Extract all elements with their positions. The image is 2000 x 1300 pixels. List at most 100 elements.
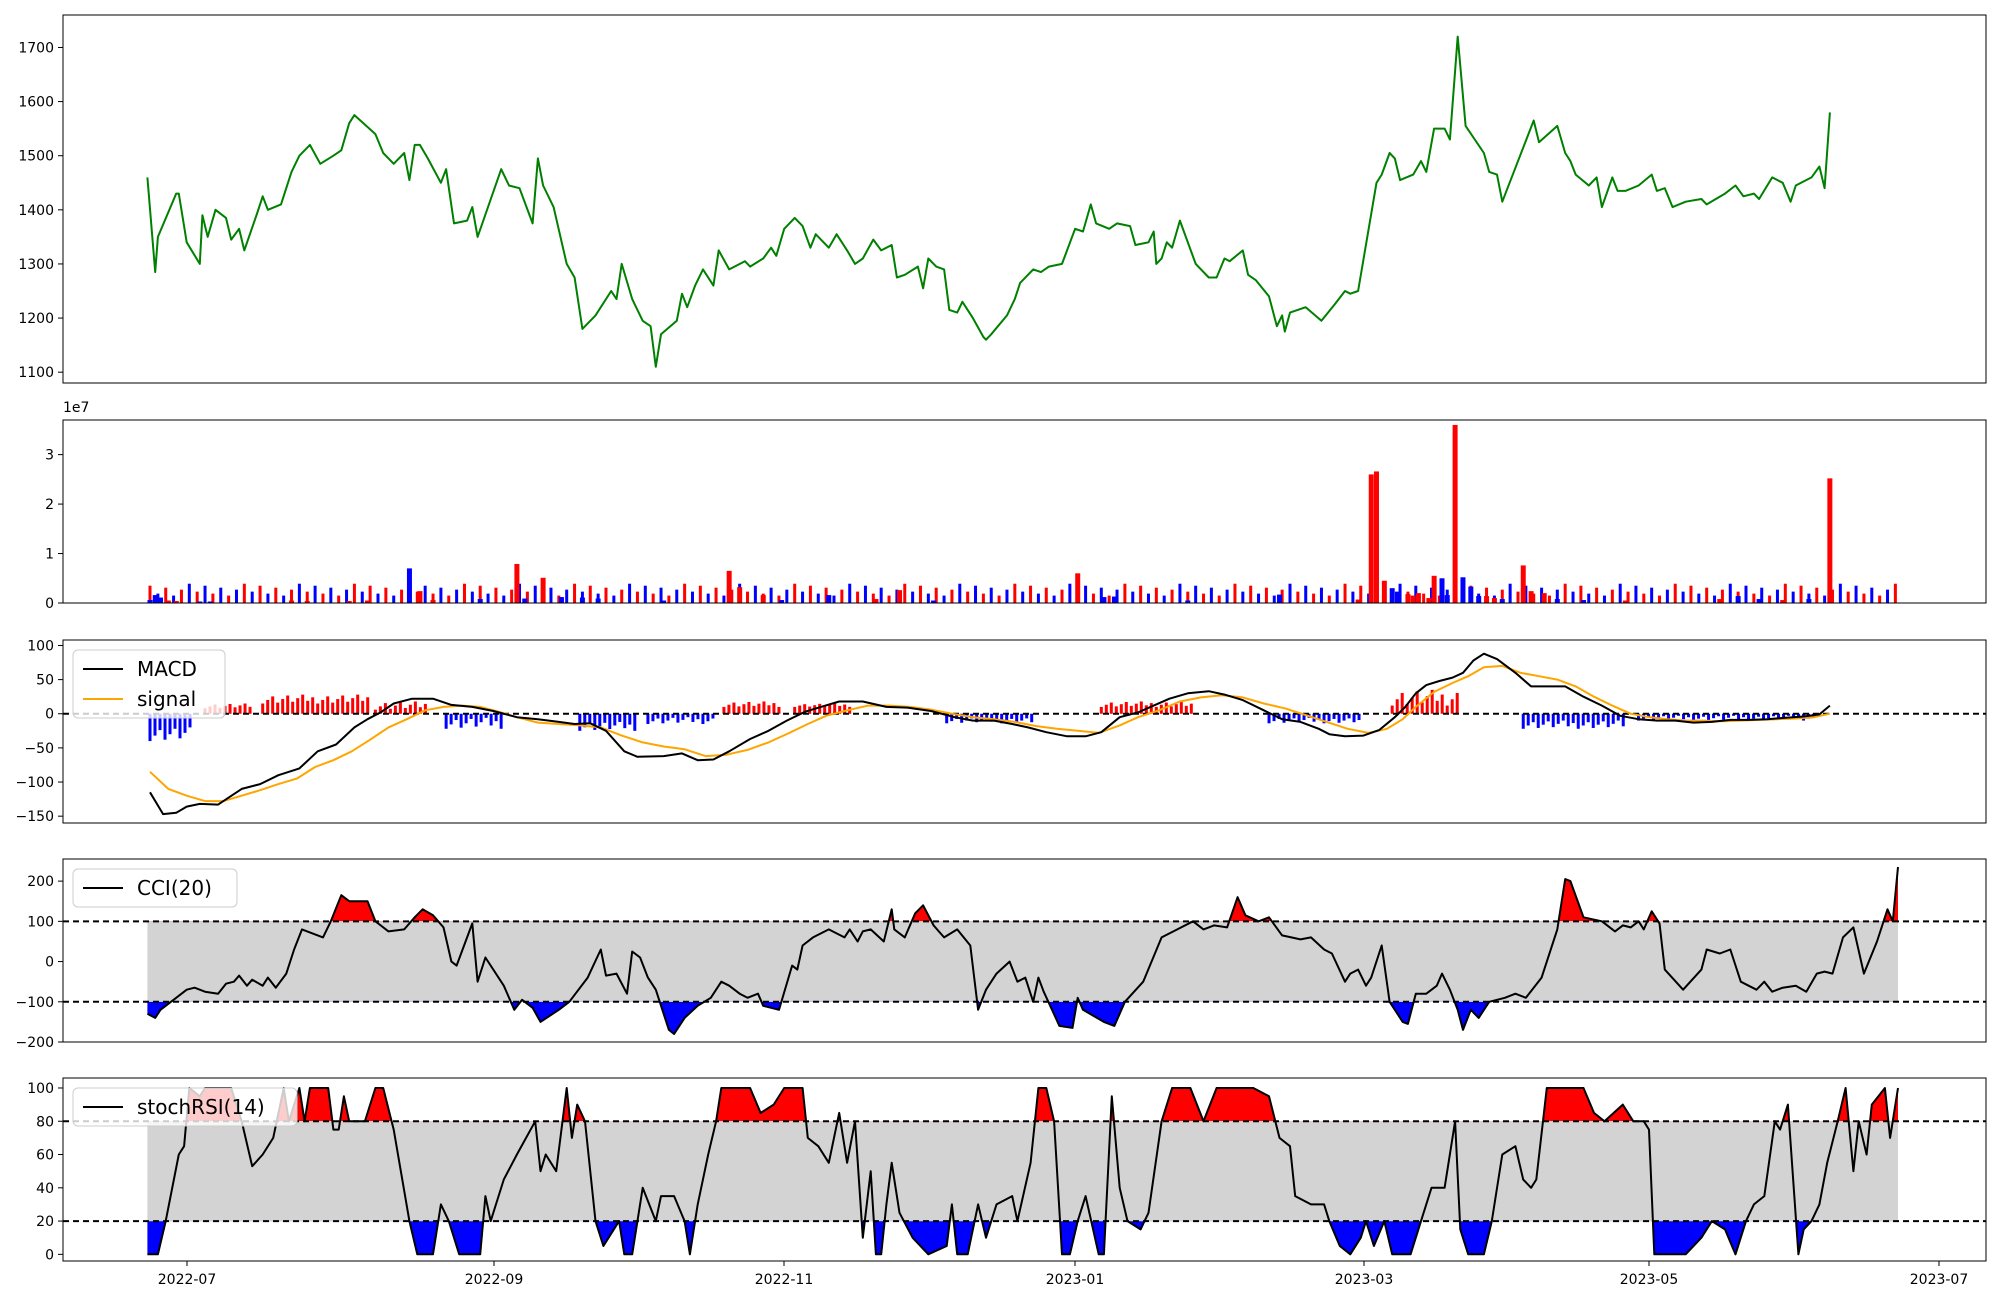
stochrsi-ytick-label: 0 xyxy=(45,1247,54,1263)
macd-histogram-bar xyxy=(701,713,705,724)
volume-bar xyxy=(360,591,364,603)
macd-histogram-bar xyxy=(1621,713,1625,727)
macd-histogram-bar xyxy=(248,706,252,714)
macd-histogram-bar xyxy=(1455,692,1459,714)
macd-histogram-bar xyxy=(762,701,766,714)
macd-histogram-bar xyxy=(393,705,397,714)
macd-histogram-bar xyxy=(656,713,660,719)
volume-bar xyxy=(1485,587,1489,603)
volume-bar xyxy=(596,593,600,603)
macd-histogram-bar xyxy=(286,695,290,714)
xtick-label: 2022-11 xyxy=(755,1272,814,1288)
volume-bar xyxy=(863,585,867,603)
macd-histogram-bar xyxy=(418,707,422,714)
volume-bar xyxy=(1452,424,1458,603)
macd-histogram-bar xyxy=(474,713,478,727)
volume-ytick-label: 2 xyxy=(45,497,54,513)
volume-bar xyxy=(1304,585,1308,603)
volume-bar xyxy=(793,583,797,603)
volume-bar xyxy=(1540,587,1544,603)
volume-bar xyxy=(997,595,1001,603)
volume-bar xyxy=(887,595,891,603)
volume-bar xyxy=(1013,583,1017,603)
stochrsi-ytick-label: 20 xyxy=(36,1214,54,1230)
price-ytick-label: 1600 xyxy=(18,95,54,111)
stochrsi-band xyxy=(147,1121,1899,1222)
volume-frame xyxy=(62,419,1987,604)
cci-ytick-label: −100 xyxy=(16,995,54,1011)
macd-histogram-bar xyxy=(1767,713,1771,719)
volume-bar xyxy=(1186,591,1190,603)
macd-histogram-bar xyxy=(378,706,382,714)
volume-bar xyxy=(579,597,585,603)
volume-bar xyxy=(1060,589,1064,603)
macd-histogram-bar xyxy=(388,708,392,714)
volume-bar xyxy=(510,589,514,603)
volume-bar xyxy=(1658,595,1662,603)
volume-bar xyxy=(871,593,875,603)
volume-bar xyxy=(1735,596,1741,603)
macd-histogram-bar xyxy=(464,713,468,724)
volume-bar xyxy=(250,591,254,603)
volume-bar xyxy=(207,601,213,603)
volume-bar xyxy=(934,587,938,603)
macd-histogram-bar xyxy=(772,703,776,714)
volume-bar xyxy=(974,585,978,603)
stochrsi-frame xyxy=(62,1077,1987,1262)
macd-panel: −150 −100 −50 0 50 100 MACD signal xyxy=(16,638,1987,825)
volume-bar xyxy=(1154,587,1158,603)
macd-histogram-bar xyxy=(1722,713,1726,720)
volume-bar xyxy=(1139,585,1143,603)
volume-bar xyxy=(1697,593,1701,603)
macd-histogram-bar xyxy=(598,713,602,727)
volume-bar xyxy=(234,589,238,603)
volume-bar xyxy=(1029,585,1033,603)
macd-histogram-bar xyxy=(1390,705,1394,714)
volume-bar xyxy=(1257,593,1261,603)
macd-histogram-bar xyxy=(742,704,746,714)
volume-bar xyxy=(753,585,757,603)
macd-histogram-bar xyxy=(373,709,377,714)
macd-histogram-bar xyxy=(583,713,587,728)
volume-bar xyxy=(746,591,750,603)
macd-histogram-bar xyxy=(1337,713,1341,723)
volume-bar xyxy=(1713,595,1717,603)
volume-bar xyxy=(392,595,396,603)
volume-bar xyxy=(329,587,333,603)
volume-bar xyxy=(1389,588,1395,603)
volume-bar xyxy=(760,595,766,603)
volume-bar xyxy=(651,593,655,603)
volume-bar xyxy=(706,593,710,603)
xtick-label: 2022-07 xyxy=(158,1272,217,1288)
macd-histogram-bar xyxy=(1762,713,1766,721)
volume-bar xyxy=(1602,595,1606,603)
macd-histogram-bar xyxy=(1005,713,1009,722)
macd-histogram-bar xyxy=(1692,713,1696,721)
volume-bar xyxy=(518,583,522,603)
volume-bar xyxy=(384,587,388,603)
macd-histogram-bar xyxy=(803,704,807,714)
macd-histogram-bar xyxy=(1521,713,1525,729)
volume-bar xyxy=(816,593,820,603)
volume-bar xyxy=(958,583,962,603)
macd-histogram-bar xyxy=(1119,704,1123,714)
stochrsi-line xyxy=(147,1087,1899,1256)
macd-frame xyxy=(62,639,1987,824)
volume-bar xyxy=(1780,600,1786,603)
volume-bar xyxy=(1280,589,1284,603)
volume-bar xyxy=(1146,593,1150,603)
volume-bar xyxy=(824,587,828,603)
macd-histogram-bar xyxy=(153,713,157,736)
volume-ytick-label: 0 xyxy=(45,596,54,612)
macd-histogram-bar xyxy=(1581,713,1585,726)
macd-histogram-bar xyxy=(444,713,448,729)
macd-histogram-bar xyxy=(732,702,736,714)
macd-histogram-bar xyxy=(301,694,305,714)
macd-histogram-bar xyxy=(1327,713,1331,722)
macd-histogram-bar xyxy=(1430,689,1434,714)
macd-histogram-bar xyxy=(1531,713,1535,723)
macd-histogram-bar xyxy=(296,698,300,714)
volume-bar xyxy=(1689,585,1693,603)
macd-histogram-bar xyxy=(1179,702,1183,714)
volume-bar xyxy=(346,601,352,603)
